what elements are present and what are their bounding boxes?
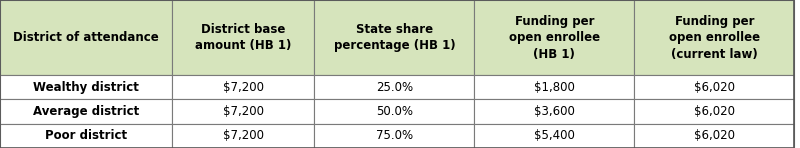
- Text: $6,020: $6,020: [694, 129, 735, 142]
- Text: Poor district: Poor district: [45, 129, 127, 142]
- Text: District base
amount (HB 1): District base amount (HB 1): [195, 23, 291, 52]
- Text: $3,600: $3,600: [534, 105, 575, 118]
- Text: 75.0%: 75.0%: [376, 129, 413, 142]
- Text: Funding per
open enrollee
(HB 1): Funding per open enrollee (HB 1): [509, 15, 600, 61]
- FancyBboxPatch shape: [0, 99, 172, 124]
- FancyBboxPatch shape: [172, 0, 314, 75]
- FancyBboxPatch shape: [0, 75, 172, 99]
- FancyBboxPatch shape: [314, 0, 474, 75]
- Text: $7,200: $7,200: [222, 105, 264, 118]
- Text: Funding per
open enrollee
(current law): Funding per open enrollee (current law): [669, 15, 760, 61]
- FancyBboxPatch shape: [172, 99, 314, 124]
- FancyBboxPatch shape: [314, 75, 474, 99]
- Text: Wealthy district: Wealthy district: [33, 81, 139, 94]
- FancyBboxPatch shape: [474, 75, 634, 99]
- Text: Average district: Average district: [33, 105, 139, 118]
- Text: $5,400: $5,400: [534, 129, 575, 142]
- Text: $6,020: $6,020: [694, 81, 735, 94]
- FancyBboxPatch shape: [314, 124, 474, 148]
- FancyBboxPatch shape: [634, 124, 794, 148]
- FancyBboxPatch shape: [634, 0, 794, 75]
- FancyBboxPatch shape: [314, 99, 474, 124]
- FancyBboxPatch shape: [172, 124, 314, 148]
- FancyBboxPatch shape: [634, 75, 794, 99]
- Text: $6,020: $6,020: [694, 105, 735, 118]
- FancyBboxPatch shape: [0, 124, 172, 148]
- FancyBboxPatch shape: [634, 99, 794, 124]
- Text: 25.0%: 25.0%: [376, 81, 413, 94]
- Text: $7,200: $7,200: [222, 81, 264, 94]
- FancyBboxPatch shape: [474, 99, 634, 124]
- FancyBboxPatch shape: [474, 0, 634, 75]
- Text: District of attendance: District of attendance: [13, 31, 159, 44]
- Text: State share
percentage (HB 1): State share percentage (HB 1): [334, 23, 455, 52]
- FancyBboxPatch shape: [172, 75, 314, 99]
- Text: $7,200: $7,200: [222, 129, 264, 142]
- Text: 50.0%: 50.0%: [376, 105, 413, 118]
- FancyBboxPatch shape: [0, 0, 172, 75]
- Text: $1,800: $1,800: [534, 81, 575, 94]
- FancyBboxPatch shape: [474, 124, 634, 148]
